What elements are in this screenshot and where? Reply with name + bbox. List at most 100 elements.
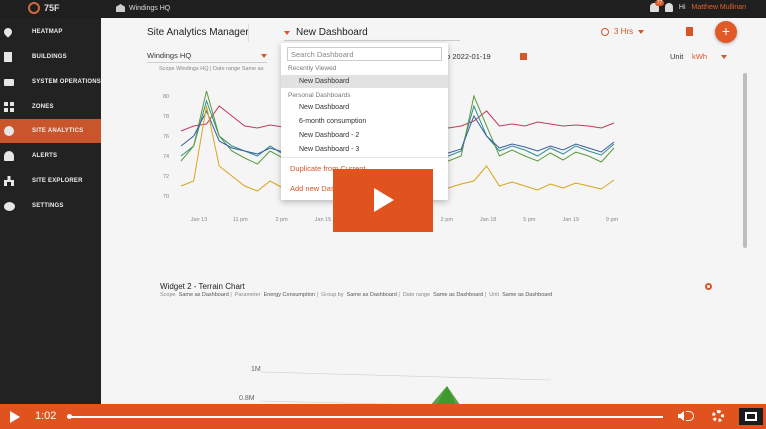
video-controls: 1:02 [0, 404, 766, 429]
unit-value: Same as Dashboard [502, 292, 553, 298]
volume-icon[interactable] [678, 411, 684, 421]
pie-chart-icon [4, 126, 14, 136]
volume-wave-icon [686, 411, 694, 421]
x-tick-label: 9 pm [606, 217, 619, 223]
terrain-grid-line [260, 371, 551, 381]
sidebar-item-site-explorer[interactable]: SITE EXPLORER [0, 169, 101, 193]
y-tick-label: 78 [163, 114, 169, 120]
gears-icon [4, 201, 15, 211]
scope-value: Same as Dashboard [178, 292, 229, 298]
sidebar-item-label: BUILDINGS [32, 54, 67, 60]
sidebar-item-label: ZONES [32, 104, 54, 110]
logo-icon [28, 2, 40, 14]
unit-key: Unit [489, 292, 500, 298]
top-bar: 75F Windings HQ 77 Hi Matthew Mullinan [0, 0, 766, 18]
sidebar-item-settings[interactable]: SETTINGS [0, 194, 101, 218]
date-range-end[interactable]: to 2022-01-19 [444, 52, 491, 61]
dashboard-search-input[interactable]: Search Dashboard [287, 47, 442, 61]
x-tick-label: Jan 19 [562, 217, 579, 223]
time-range-selector[interactable]: 3 Hrs [601, 27, 645, 36]
tree-icon [4, 176, 14, 186]
dashboard-option[interactable]: 6-month consumption [299, 118, 367, 125]
dashboard-option[interactable]: New Dashboard [299, 104, 350, 111]
logo-text: 75F [44, 3, 60, 13]
play-button[interactable] [10, 411, 20, 423]
dashboard-option[interactable]: New Dashboard - 3 [299, 146, 360, 153]
terrain-y-tick: 0.8M [239, 395, 255, 402]
y-tick-label: 70 [163, 194, 169, 200]
logo[interactable]: 75F [28, 2, 60, 14]
play-icon [374, 188, 394, 212]
sidebar-item-label: SETTINGS [32, 203, 64, 209]
sidebar-item-system-operations[interactable]: SYSTEM OPERATIONS [0, 70, 101, 94]
sidebar-item-label: SITE ANALYTICS [32, 128, 84, 134]
y-tick-label: 80 [163, 94, 169, 100]
widget2-title: Widget 2 - Terrain Chart [160, 282, 245, 291]
sidebar-item-buildings[interactable]: BUILDINGS [0, 45, 101, 69]
chevron-down-icon [261, 54, 267, 58]
sidebar-item-zones[interactable]: ZONES [0, 95, 101, 119]
dashboard-selector[interactable]: New Dashboard [284, 27, 368, 38]
parameter-value: Energy Consumption [263, 292, 315, 298]
sidebar-item-heatmap[interactable]: HEATMAP [0, 20, 101, 44]
x-tick-label: 11 pm [233, 217, 248, 223]
dashboard-option[interactable]: New Dashboard [281, 75, 448, 88]
user-icon [664, 3, 673, 12]
chevron-down-icon [284, 30, 290, 35]
recent-group-header: Recently Viewed [288, 65, 337, 72]
video-play-overlay[interactable] [333, 169, 433, 232]
site-filter-value: Windings HQ [147, 51, 192, 60]
y-tick-label: 74 [163, 154, 169, 160]
export-icon[interactable] [686, 27, 693, 36]
sidebar-item-label: ALERTS [32, 153, 58, 159]
range-key: Date range [402, 292, 431, 298]
unit-selector[interactable]: kWh [692, 52, 707, 61]
sidebar-item-site-analytics[interactable]: SITE ANALYTICS [0, 119, 101, 143]
unit-label: Unit [670, 52, 684, 61]
x-tick-label: Jan 18 [480, 217, 497, 223]
duplicate-dashboard-link[interactable]: Duplicate from Current [290, 164, 366, 173]
video-progress-track[interactable] [67, 416, 663, 418]
user-menu[interactable]: Matthew Mullinan [691, 4, 746, 11]
notification-badge: 77 [654, 0, 665, 6]
add-dashboard-link[interactable]: Add new Dashboard [290, 184, 358, 193]
vertical-scrollbar[interactable] [743, 73, 747, 248]
chevron-down-icon [638, 29, 645, 34]
sidebar: HEATMAP BUILDINGS SYSTEM OPERATIONS ZONE… [0, 18, 101, 429]
dropdown-divider [281, 157, 448, 158]
user-area: 77 Hi Matthew Mullinan [649, 0, 746, 12]
calendar-icon[interactable] [520, 53, 527, 60]
range-value: Same as Dashboard [433, 292, 484, 298]
sidebar-item-label: HEATMAP [32, 29, 63, 35]
dashboard-underline [284, 40, 460, 41]
building-icon [4, 52, 12, 62]
bell-icon [4, 151, 14, 161]
add-widget-button[interactable]: + [715, 21, 737, 43]
y-tick-label: 72 [163, 174, 169, 180]
greeting: Hi [678, 4, 686, 11]
video-time: 1:02 [35, 410, 57, 422]
terrain-y-tick: 1M [251, 366, 261, 373]
site-filter[interactable]: Windings HQ [147, 51, 267, 63]
widget-settings-gear-icon[interactable] [705, 283, 712, 290]
page-title: Site Analytics Manager [147, 27, 249, 38]
chevron-down-icon [721, 55, 727, 59]
sidebar-item-label: SYSTEM OPERATIONS [32, 79, 101, 85]
building-icon [116, 4, 125, 12]
header-divider [248, 24, 249, 42]
personal-group-header: Personal Dashboards [288, 92, 351, 99]
fullscreen-button[interactable] [739, 408, 763, 425]
x-tick-label: Jan 13 [191, 217, 208, 223]
settings-gear-icon[interactable] [712, 410, 724, 422]
site-selector[interactable]: Windings HQ [116, 4, 170, 12]
video-progress-knob[interactable] [67, 414, 73, 419]
clock-icon [601, 27, 609, 36]
dashboard-option[interactable]: New Dashboard - 2 [299, 132, 360, 139]
fullscreen-icon [745, 412, 757, 421]
notifications-bell-icon[interactable]: 77 [649, 0, 665, 12]
x-tick-label: 2 pm [441, 217, 454, 223]
monitor-icon [4, 78, 14, 86]
scope-key: Scope [160, 292, 176, 298]
sidebar-item-alerts[interactable]: ALERTS [0, 144, 101, 168]
